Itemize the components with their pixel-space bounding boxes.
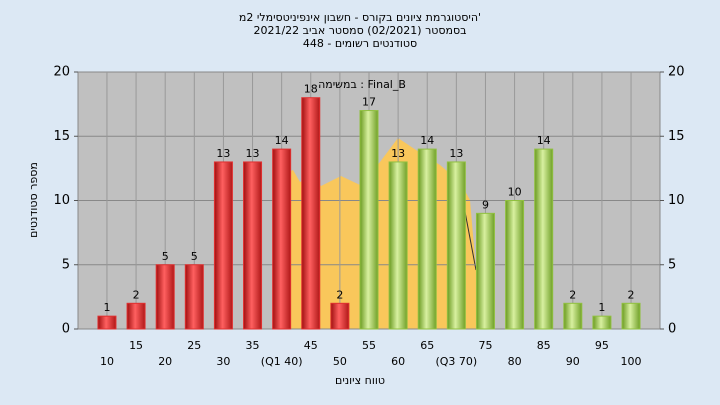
value-label: 2 bbox=[628, 288, 635, 301]
x-tick-label: 20 bbox=[158, 355, 172, 368]
y-tick-label: 10 bbox=[53, 193, 70, 208]
x-tick-label: 80 bbox=[508, 355, 522, 368]
y2-tick-label: 5 bbox=[668, 257, 676, 272]
bar bbox=[417, 148, 437, 330]
x-tick-label: (Q1 40) bbox=[261, 355, 303, 368]
bar bbox=[97, 315, 117, 330]
x-tick-label: 65 bbox=[420, 339, 434, 352]
value-label: 14 bbox=[537, 134, 551, 147]
y2-tick-label: 15 bbox=[668, 129, 685, 144]
value-label: 1 bbox=[103, 301, 110, 314]
value-label: 13 bbox=[391, 147, 405, 160]
value-label: 13 bbox=[246, 147, 260, 160]
x-tick-label: 75 bbox=[478, 339, 492, 352]
x-tick-label: 50 bbox=[333, 355, 347, 368]
chart-subtitle: סטודנטים רשומים - 448 bbox=[303, 37, 417, 50]
value-label: 14 bbox=[420, 134, 434, 147]
annotation: במשימה : Final_B bbox=[318, 78, 406, 91]
x-tick-label: 10 bbox=[100, 355, 114, 368]
value-label: 10 bbox=[508, 186, 522, 199]
bar bbox=[243, 161, 263, 330]
chart-title: היסטוגרמת ציונים בקורס - חשבון אינפיניטס… bbox=[239, 11, 481, 24]
value-label: 2 bbox=[133, 288, 140, 301]
bar bbox=[592, 315, 612, 330]
y-tick-label: 20 bbox=[53, 65, 70, 80]
chart-subtitle: בסמסטר (02/2021) סמסטר אביב 2021/22 bbox=[253, 24, 466, 37]
value-label: 13 bbox=[449, 147, 463, 160]
value-label: 1 bbox=[598, 301, 605, 314]
x-tick-label: 95 bbox=[595, 339, 609, 352]
y-tick-label: 0 bbox=[62, 322, 70, 337]
x-tick-label: 25 bbox=[187, 339, 201, 352]
x-tick-label: 60 bbox=[391, 355, 405, 368]
bar bbox=[446, 161, 466, 330]
value-label: 13 bbox=[216, 147, 230, 160]
value-label: 2 bbox=[336, 288, 343, 301]
y2-tick-label: 0 bbox=[668, 322, 676, 337]
value-label: 14 bbox=[275, 134, 289, 147]
x-tick-label: 35 bbox=[246, 339, 260, 352]
x-tick-label: 90 bbox=[566, 355, 580, 368]
y2-tick-label: 20 bbox=[668, 65, 685, 80]
bar bbox=[505, 200, 525, 330]
bar bbox=[330, 302, 350, 330]
bar bbox=[155, 264, 175, 330]
x-tick-label: 55 bbox=[362, 339, 376, 352]
y2-tick-label: 10 bbox=[668, 193, 685, 208]
bar bbox=[563, 302, 583, 330]
bar bbox=[475, 212, 495, 330]
value-label: 5 bbox=[191, 250, 198, 263]
x-axis-label: טווח ציונים bbox=[335, 374, 385, 387]
bar bbox=[184, 264, 204, 330]
x-tick-label: 30 bbox=[216, 355, 230, 368]
bar bbox=[213, 161, 233, 330]
bar bbox=[359, 110, 379, 330]
bar bbox=[301, 97, 321, 330]
bar bbox=[126, 302, 146, 330]
bar bbox=[272, 148, 292, 330]
value-label: 17 bbox=[362, 96, 376, 109]
x-tick-label: (Q3 70) bbox=[435, 355, 477, 368]
y-tick-label: 15 bbox=[53, 129, 70, 144]
value-label: 2 bbox=[569, 288, 576, 301]
x-tick-label: 85 bbox=[537, 339, 551, 352]
bar bbox=[534, 148, 554, 330]
x-tick-label: 100 bbox=[621, 355, 642, 368]
value-label: 18 bbox=[304, 83, 318, 96]
x-tick-label: 15 bbox=[129, 339, 143, 352]
y-axis-label: מספר סטודנטים bbox=[27, 162, 40, 238]
value-label: 9 bbox=[482, 198, 489, 211]
bar bbox=[621, 302, 641, 330]
value-label: 5 bbox=[162, 250, 169, 263]
x-tick-label: 45 bbox=[304, 339, 318, 352]
y-tick-label: 5 bbox=[62, 257, 70, 272]
bar bbox=[388, 161, 408, 330]
